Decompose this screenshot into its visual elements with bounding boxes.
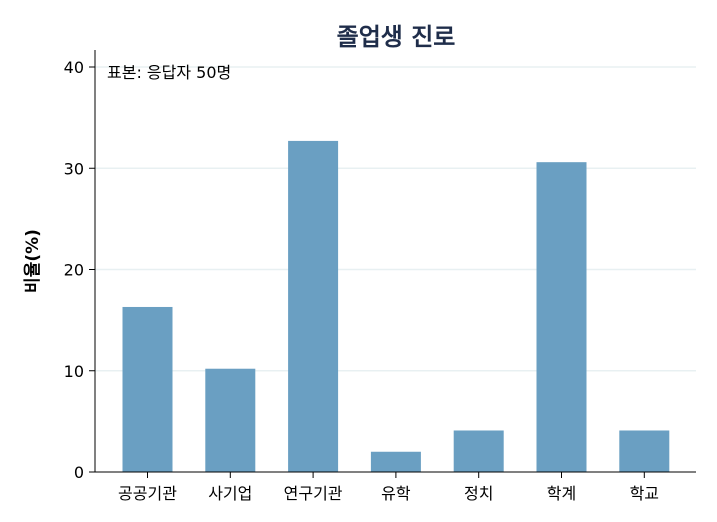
x-tick-label: 학교: [630, 484, 659, 503]
bar-7: [619, 430, 670, 472]
gridlines: [95, 66, 696, 372]
y-tick-label: 40: [64, 58, 84, 77]
bar-3: [288, 140, 339, 472]
bar-2: [205, 368, 256, 472]
bar-1: [122, 306, 173, 472]
x-tick-label: 학계: [547, 484, 576, 503]
y-axis-label: 비율(%): [23, 229, 43, 293]
y-ticks: 0 10 20 30 40: [64, 58, 95, 482]
chart-title: 졸업생 진로: [337, 23, 456, 51]
y-tick-label: 30: [64, 159, 84, 178]
bar-5: [453, 430, 504, 472]
x-ticks: 공공기관 사기업 연구기관 유학 정치 학계 학교: [118, 472, 659, 503]
sample-annotation: 표본: 응답자 50명: [107, 63, 231, 82]
y-tick-label: 0: [74, 463, 84, 482]
y-tick-label: 10: [64, 362, 84, 381]
x-tick-label: 연구기관: [284, 484, 343, 503]
x-tick-label: 정치: [464, 484, 493, 503]
x-tick-label: 유학: [381, 484, 411, 503]
bars: [122, 140, 670, 473]
bar-6: [536, 162, 587, 473]
y-tick-label: 20: [64, 261, 84, 280]
bar-4: [370, 451, 421, 472]
x-tick-label: 사기업: [208, 484, 252, 503]
x-tick-label: 공공기관: [118, 484, 177, 503]
